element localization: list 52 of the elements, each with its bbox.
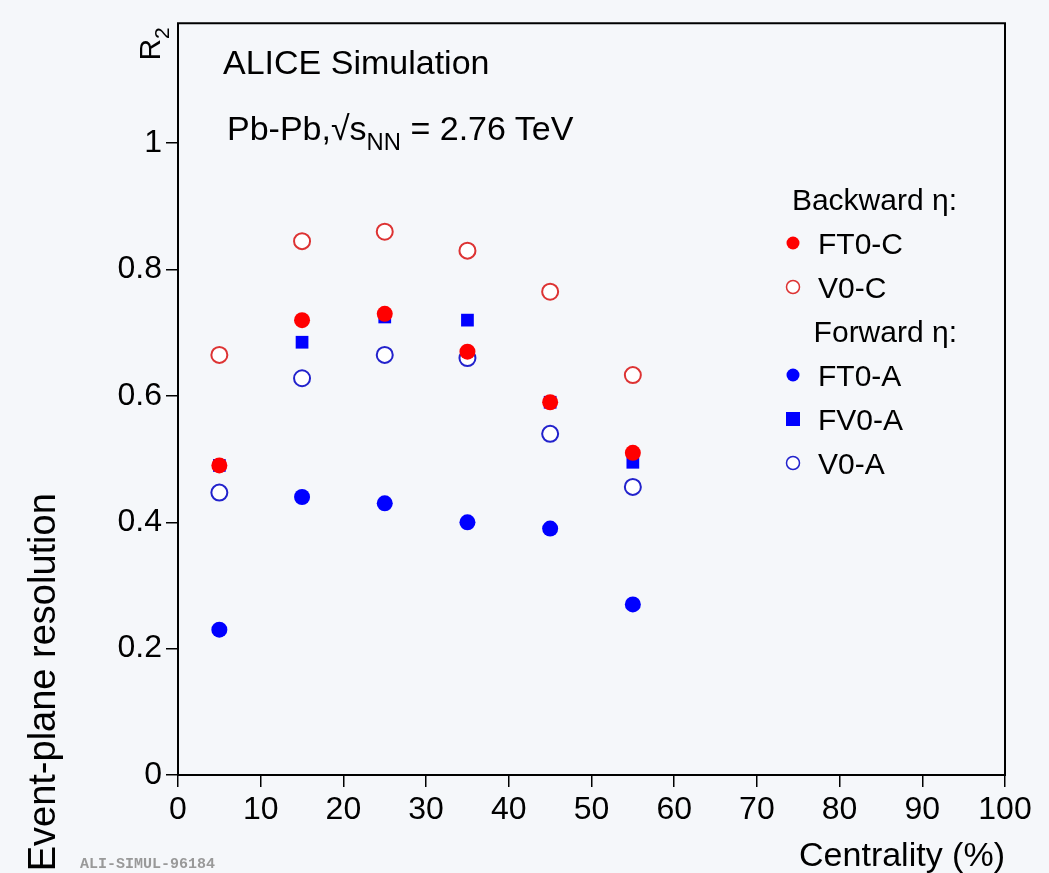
x-tick-label: 30 <box>408 790 444 827</box>
x-tick-label: 100 <box>978 790 1032 827</box>
point <box>623 366 642 385</box>
y-tick-label: 0.8 <box>117 249 162 286</box>
x-tick-label: 60 <box>656 790 692 827</box>
point <box>293 369 312 388</box>
x-tick-label: 0 <box>169 790 187 827</box>
point <box>459 343 476 360</box>
point <box>541 424 560 443</box>
point <box>210 345 229 364</box>
legend-label: FV0-A <box>818 403 904 436</box>
point <box>375 222 394 241</box>
x-tick-label: 20 <box>325 790 362 827</box>
point <box>624 596 641 613</box>
point <box>376 305 393 322</box>
point <box>461 313 474 327</box>
legend-label: V0-C <box>818 271 887 304</box>
legend-label: FT0-A <box>818 359 902 392</box>
x-tick-label: 10 <box>242 790 279 827</box>
annotation: ALICE Simulation <box>223 43 490 81</box>
point <box>375 345 394 364</box>
x-tick-label: 90 <box>904 790 941 827</box>
point <box>210 483 229 502</box>
point <box>376 495 393 512</box>
point <box>294 312 311 329</box>
y-tick-label: 0.2 <box>117 628 162 665</box>
legend-label: V0-A <box>818 447 885 480</box>
point <box>294 489 311 506</box>
x-tick-label: 80 <box>821 790 858 827</box>
x-tick-label: 50 <box>573 790 610 827</box>
text: ALI-SIMUL-96184 <box>80 856 216 873</box>
legend-label: FT0-C <box>818 227 903 260</box>
annotation: Forward η: <box>813 315 958 348</box>
point <box>542 520 559 537</box>
y-axis-title: Event-plane resolution <box>21 493 63 872</box>
point <box>295 335 309 349</box>
text: R2 <box>133 27 173 61</box>
point <box>459 514 476 531</box>
x-tick-label: 40 <box>491 790 527 827</box>
annotation: Backward η: <box>791 183 957 216</box>
x-tick-label: 70 <box>739 790 775 827</box>
y-tick-label: 1 <box>144 123 162 160</box>
point <box>541 282 560 301</box>
y-tick-label: 0.4 <box>117 502 162 539</box>
x-axis-title: Centrality (%) <box>799 835 1005 873</box>
point <box>623 477 642 496</box>
y-tick-label: 0 <box>144 754 162 791</box>
point <box>211 621 228 638</box>
point <box>293 232 312 251</box>
point <box>624 444 641 461</box>
y-tick-label: 0.6 <box>117 375 162 412</box>
point <box>458 241 477 260</box>
